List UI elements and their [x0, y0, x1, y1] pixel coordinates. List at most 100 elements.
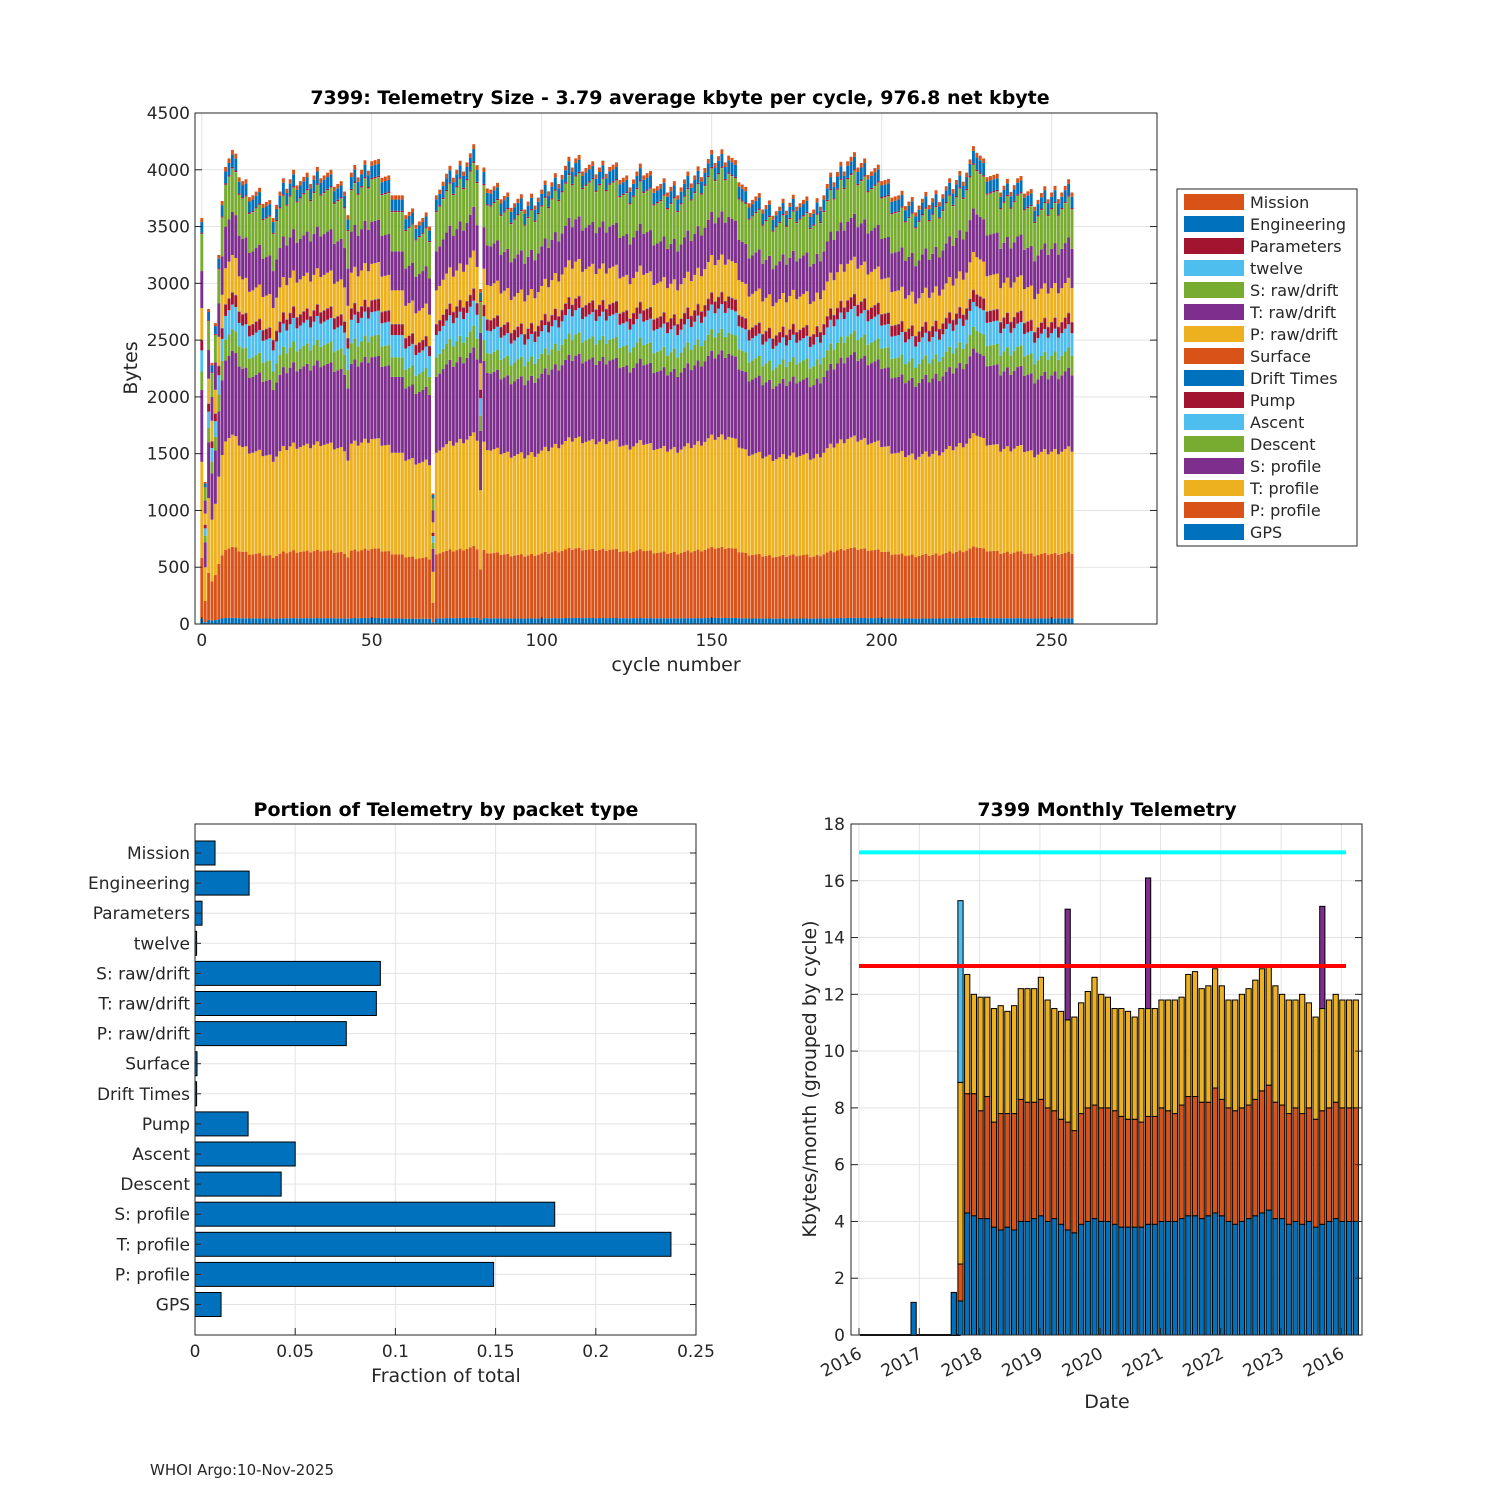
bar-segment: [866, 192, 870, 234]
bar-segment: [383, 366, 387, 446]
bar-segment: [910, 336, 914, 359]
bar-segment: [509, 556, 513, 619]
bar-segment: [241, 185, 245, 198]
bar-segment: [761, 224, 765, 226]
bar-segment: [200, 271, 204, 309]
bar-segment: [441, 199, 445, 240]
bar-segment: [428, 314, 432, 346]
bar-segment: [570, 305, 574, 317]
bar-segment: [866, 233, 870, 275]
bar-segment: [713, 549, 717, 619]
bar-segment: [414, 618, 418, 624]
bar-segment: [397, 452, 401, 555]
category-label: P: raw/drift: [97, 1025, 191, 1045]
bar-segment: [533, 209, 537, 221]
bar-segment: [445, 189, 449, 192]
y-tick-label: 4: [834, 1212, 845, 1232]
category-label: Engineering: [88, 874, 190, 894]
bar-segment: [764, 297, 768, 331]
bar-segment: [808, 216, 812, 228]
bar-segment: [611, 440, 615, 550]
bar-segment: [924, 355, 928, 375]
bar-segment: [319, 367, 323, 446]
bar-segment: [312, 234, 316, 275]
bar-segment: [550, 182, 554, 187]
bar-segment: [853, 435, 856, 548]
bar-segment: [594, 178, 598, 191]
bar-segment: [258, 553, 262, 619]
bar-segment: [1026, 206, 1030, 209]
bar-segment: [965, 363, 969, 444]
bar-segment: [458, 335, 462, 357]
bar-segment: [1033, 210, 1037, 222]
bar-segment: [723, 312, 727, 337]
bar-segment: [319, 618, 323, 624]
bar-segment: [1002, 448, 1006, 553]
bar-segment: [669, 318, 673, 330]
bar-segment: [659, 350, 663, 371]
bar-segment: [774, 386, 778, 460]
bar-segment: [281, 323, 285, 347]
bar-segment: [455, 306, 459, 318]
bar-segment: [227, 219, 231, 262]
bar-segment: [927, 221, 931, 260]
bar-segment: [363, 311, 367, 336]
bar-segment: [604, 444, 608, 551]
bar-segment: [254, 195, 258, 208]
bar-segment: [978, 155, 982, 161]
bar-segment: [849, 156, 853, 162]
bar-segment: [995, 320, 999, 344]
bar-segment: [941, 250, 945, 290]
bar-segment: [349, 308, 353, 320]
bar-segment: [713, 313, 717, 338]
bar-segment: [897, 554, 901, 619]
bar-segment: [285, 353, 289, 374]
bar-segment: [203, 567, 207, 601]
bar-segment: [873, 172, 877, 185]
bar-segment: [751, 199, 754, 205]
bar-segment: [496, 552, 499, 619]
bar-segment: [672, 197, 676, 199]
bar-segment: [1029, 373, 1033, 451]
bar-segment: [632, 347, 635, 368]
bar-segment: [326, 272, 330, 308]
bar-segment: [482, 441, 486, 550]
bar-segment: [971, 433, 975, 547]
bar-segment: [329, 187, 333, 230]
bar-segment: [944, 449, 948, 553]
bar-segment: [424, 618, 428, 624]
bar-segment: [356, 322, 360, 347]
bar-segment: [438, 193, 442, 206]
category-label: Mission: [127, 844, 190, 864]
bar-segment: [927, 331, 931, 342]
bar-segment: [621, 195, 625, 237]
bar-segment: [489, 553, 493, 619]
bar-segment: [1053, 283, 1057, 318]
bar-segment: [958, 550, 962, 619]
bar-segment: [567, 333, 571, 355]
month-bar-segment: [984, 1096, 991, 1220]
bar-segment: [934, 320, 938, 332]
bar-segment: [550, 198, 554, 200]
bar-segment: [914, 216, 918, 228]
bar-segment: [638, 549, 642, 619]
bar-segment: [903, 556, 907, 619]
bar-segment: [373, 356, 377, 439]
bar-segment: [968, 310, 972, 336]
bar-segment: [336, 241, 340, 282]
bar-segment: [999, 192, 1003, 197]
bar-segment: [924, 287, 928, 322]
legend-swatch: [1184, 502, 1244, 518]
bar-segment: [434, 452, 438, 555]
bar-segment: [944, 618, 948, 624]
bar-segment: [319, 346, 323, 368]
bar-segment: [934, 194, 938, 206]
bar-segment: [543, 368, 547, 447]
bar-segment: [672, 279, 676, 314]
bar-segment: [730, 334, 734, 356]
bar-segment: [710, 255, 714, 293]
bar-segment: [594, 274, 598, 310]
bar-segment: [961, 199, 965, 240]
bar-segment: [740, 184, 744, 189]
bar-segment: [475, 618, 479, 624]
